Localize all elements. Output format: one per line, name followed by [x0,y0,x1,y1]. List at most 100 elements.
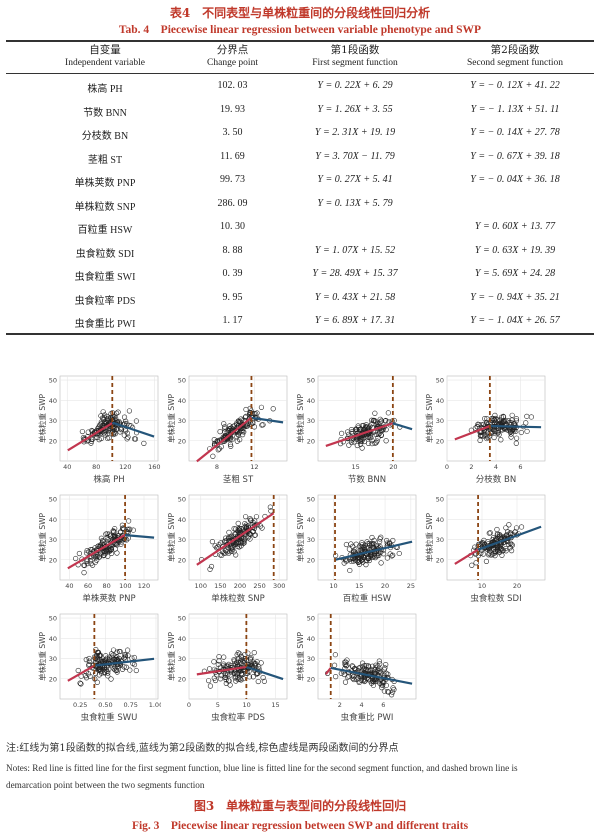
data-point [243,406,249,413]
y-tick-label: 50 [49,496,57,504]
data-point [524,428,530,434]
y-tick-label: 40 [178,397,186,405]
data-point [372,555,378,561]
row-variable: 虫食粒数 SDI [75,248,135,260]
data-point [252,532,258,538]
table-caption-en: Tab. 4 Piecewise linear regression betwe… [118,24,482,36]
data-point [106,657,112,663]
data-point [222,672,228,678]
y-tick-label: 30 [307,536,315,544]
data-point [231,657,237,663]
header-first-segment: 第1段函数 First segment function [312,44,398,68]
data-point [258,404,265,410]
x-tick-label: 1.00 [149,701,161,709]
table-header-rule [6,73,594,74]
data-point [249,410,255,416]
data-point [121,655,127,661]
data-point [261,678,267,684]
data-point [235,675,241,681]
data-point [114,649,120,655]
data-point [114,550,120,556]
data-point [365,663,371,669]
data-point [232,661,238,667]
data-point [248,654,254,661]
data-point [383,417,389,424]
x-tick-label: 120 [119,463,131,471]
y-tick-label: 30 [436,536,444,544]
scatter-chart: 20 30 40 50 10 20 虫食粒数 SDI 单株粒重 SWP [424,494,546,604]
data-point [508,548,515,554]
data-point [81,562,88,569]
data-point [356,424,362,431]
data-point [385,671,391,677]
first-segment-line [67,422,113,452]
data-point [92,559,98,565]
data-point [99,549,105,555]
second-segment-line [124,533,155,539]
data-point [356,665,362,671]
data-point [236,530,242,536]
y-tick-label: 20 [307,437,315,445]
panel-6: 20 30 40 50 10 15 20 25 百粒重 HSW 单株粒重 SWP [294,491,419,606]
data-point [356,678,362,684]
data-point [478,422,484,428]
data-point [384,555,390,561]
data-point [349,439,355,446]
data-point [211,675,217,681]
first-segment-line [196,512,275,566]
x-tick-label: 12 [250,463,258,471]
x-tick-label: 60 [84,582,92,590]
data-point [109,410,116,416]
data-point [367,667,373,674]
header-change-point: 分界点 Change point [207,44,258,68]
y-tick-label: 40 [178,516,186,524]
data-point [365,541,371,547]
data-point [487,548,493,554]
y-tick-label: 20 [49,675,57,683]
second-segment-line [334,540,413,561]
row-change-point: 99. 73 [220,174,245,185]
data-point [212,543,218,549]
row-change-point: 10. 30 [220,221,245,232]
x-tick-label: 200 [234,582,246,590]
data-point [372,440,378,446]
data-point [351,676,357,683]
data-point [270,406,276,412]
data-point [233,540,239,547]
data-point [121,664,127,670]
y-axis-label: 单株粒重 SWP [295,512,305,562]
data-point [513,416,520,422]
row-change-point: 9. 95 [222,291,243,303]
header-second-segment: 第2段函数 Second segment function [466,44,564,68]
data-point [233,526,239,532]
data-point [475,421,481,427]
y-tick-label: 40 [49,397,57,405]
data-point [226,678,232,684]
data-point [342,661,348,668]
data-point [372,410,378,416]
data-point [362,668,368,674]
data-point [363,562,369,568]
data-point [377,416,383,422]
x-tick-label: 40 [63,463,71,471]
row-variable: 茎粗 ST [87,154,123,166]
x-tick-label: 250 [253,582,265,590]
data-point [482,415,488,422]
y-axis-label: 单株粒重 SWP [37,631,47,681]
data-point [358,438,364,445]
data-point [365,667,371,673]
data-point [267,504,273,510]
data-point [223,535,229,541]
x-axis-label: 节数 BNN [348,474,386,485]
data-point [111,528,117,535]
row-change-point: 102. 03 [217,80,248,91]
data-point [99,540,105,547]
data-point [379,679,386,685]
y-axis-label: 单株粒重 SWP [166,393,176,443]
figure-note-en-2: demarcation point between the two segmen… [6,780,205,790]
data-point [469,562,475,568]
data-point [87,673,93,679]
x-axis-label: 茎粗 ST [223,474,254,485]
row-second-function: Y = 0. 63X + 19. 39 [474,244,556,256]
first-segment-line [67,533,126,570]
